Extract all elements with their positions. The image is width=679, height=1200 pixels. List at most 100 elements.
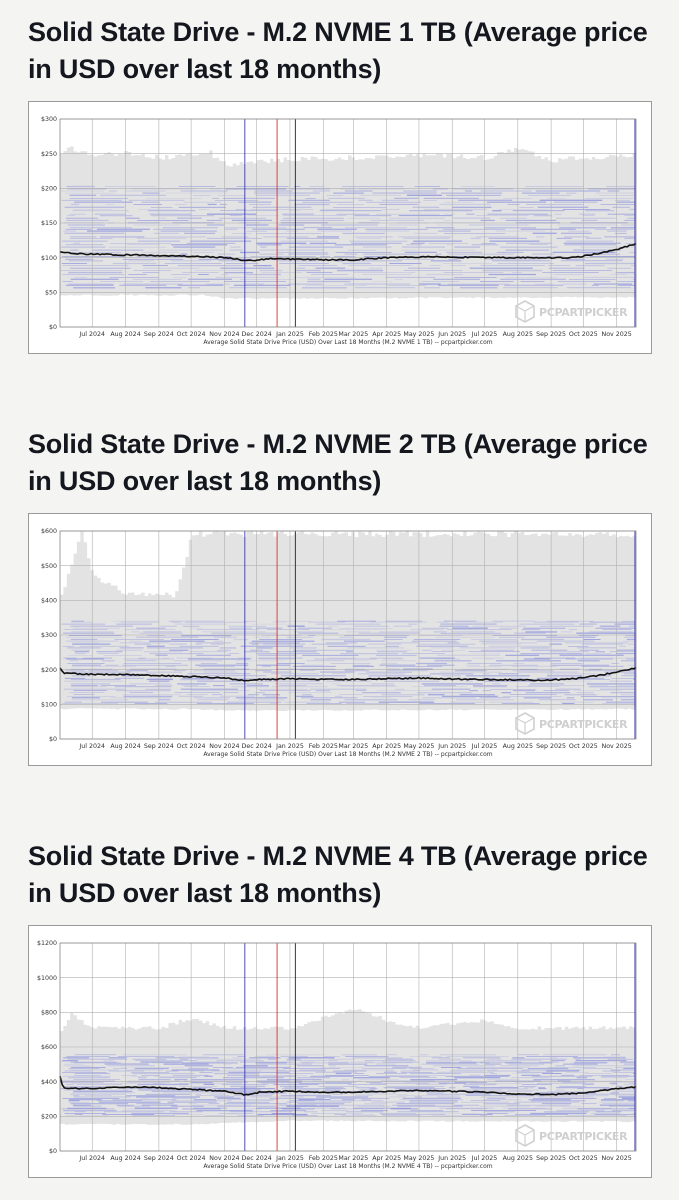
y-tick-label: $0 [49,324,57,331]
price-chart-1tb: PCPARTPICKER $0 $50 $100 $150 $200 $250 $300 Jul… [41,116,637,346]
x-tick-label: Apr 2025 [372,743,401,750]
plot-border [59,942,637,1152]
average-price-line [59,242,637,262]
x-tick-label: Feb 2025 [309,743,338,750]
x-tick-label: Sep 2025 [536,331,566,338]
x-tick-label: Jul 2025 [471,743,498,750]
x-tick-label: Aug 2024 [110,331,140,338]
x-tick-label: Nov 2024 [209,1155,239,1162]
x-tick-label: Jul 2024 [78,743,105,750]
x-tick-label: May 2025 [403,1155,434,1162]
y-tick-label: $300 [41,632,57,639]
logo-cube-edges [515,1129,535,1146]
x-tick-label: May 2025 [403,743,434,750]
price-range-band [60,1009,636,1125]
x-tick-label: Sep 2025 [536,743,566,750]
x-tick-label: Nov 2024 [209,331,239,338]
y-tick-label: $400 [41,1079,57,1086]
price-distribution [60,185,635,289]
y-tick-label: $0 [49,736,57,743]
logo-cube-edges [515,305,535,322]
x-tick-label: Oct 2024 [177,331,206,338]
x-tick-label: Jul 2024 [78,1155,105,1162]
x-tick-label: Feb 2025 [309,331,338,338]
x-tick-label: Apr 2025 [372,1155,401,1162]
x-tick-label: Oct 2025 [569,743,598,750]
x-tick-label: Mar 2025 [338,331,368,338]
price-chart-2tb: PCPARTPICKER $0 $100 $200 $300 $400 $500 $600 Ju… [41,528,637,758]
x-tick-label: Oct 2024 [177,743,206,750]
x-tick-label: Sep 2024 [144,331,174,338]
average-price-line [59,666,637,682]
x-tick-label: Oct 2025 [569,331,598,338]
logo-text: PCPARTPICKER [539,1130,628,1143]
pcpartpicker-logo: PCPARTPICKER [515,1124,628,1147]
x-tick-label: Dec 2024 [242,743,272,750]
y-tick-label: $1000 [37,975,57,982]
y-tick-label: $200 [41,186,57,193]
y-tick-label: $150 [41,220,57,227]
x-tick-label: Feb 2025 [309,1155,338,1162]
x-tick-label: Aug 2025 [503,1155,533,1162]
x-tick-label: Jun 2025 [437,743,466,750]
y-tick-label: $250 [41,151,57,158]
y-tick-label: $200 [41,1114,57,1121]
plot-border [59,118,637,328]
chart-section-2tb: Solid State Drive - M.2 NVME 2 TB (Avera… [0,426,679,766]
x-tick-label: Nov 2024 [209,743,239,750]
y-tick-label: $200 [41,667,57,674]
section-title: Solid State Drive - M.2 NVME 2 TB (Avera… [28,429,648,496]
price-distribution [61,620,635,705]
x-tick-label: Mar 2025 [338,743,368,750]
x-tick-label: Sep 2024 [144,1155,174,1162]
x-tick-label: Jul 2024 [78,331,105,338]
x-tick-label: Oct 2024 [177,1155,206,1162]
x-tick-label: Jan 2025 [275,743,304,750]
x-tick-label: Nov 2025 [601,743,631,750]
x-tick-label: Oct 2025 [569,1155,598,1162]
x-tick-label: Jan 2025 [275,1155,304,1162]
chart-section-1tb: Solid State Drive - M.2 NVME 1 TB (Avera… [0,14,679,354]
y-tick-label: $300 [41,116,57,123]
y-tick-label: $1200 [37,940,57,947]
x-tick-label: Nov 2025 [601,1155,631,1162]
x-tick-label: Dec 2024 [242,1155,272,1162]
chart-section-4tb: Solid State Drive - M.2 NVME 4 TB (Avera… [0,838,679,1178]
x-tick-label: May 2025 [403,331,434,338]
y-tick-label: $400 [41,598,57,605]
x-tick-label: Dec 2024 [242,331,272,338]
plot-border [59,530,637,740]
y-tick-label: $0 [49,1148,57,1155]
x-tick-label: Aug 2024 [110,743,140,750]
chart-caption: Average Solid State Drive Price (USD) Ov… [203,751,492,758]
x-tick-label: Aug 2025 [503,331,533,338]
y-tick-label: $500 [41,563,57,570]
section-title: Solid State Drive - M.2 NVME 1 TB (Avera… [28,17,648,84]
y-tick-label: $800 [41,1010,57,1017]
pcpartpicker-logo: PCPARTPICKER [515,712,628,735]
logo-text: PCPARTPICKER [539,306,628,319]
x-tick-label: Jan 2025 [275,331,304,338]
y-tick-label: $100 [41,255,57,262]
x-tick-label: Apr 2025 [372,331,401,338]
x-tick-label: Nov 2025 [601,331,631,338]
x-tick-label: Mar 2025 [338,1155,368,1162]
price-range-band [60,531,636,711]
x-tick-label: Aug 2024 [110,1155,140,1162]
chart-caption: Average Solid State Drive Price (USD) Ov… [203,339,492,346]
x-tick-label: Sep 2025 [536,1155,566,1162]
price-chart-frame: PCPARTPICKER $0 $50 $100 $150 $200 $250 $300 Jul… [28,101,652,354]
price-chart-frame: PCPARTPICKER $0 $200 $400 $600 $800 $1000 $1200… [28,925,652,1178]
x-tick-label: Jun 2025 [437,1155,466,1162]
y-tick-label: $600 [41,1044,57,1051]
price-chart-frame: PCPARTPICKER $0 $100 $200 $300 $400 $500 $600 Ju… [28,513,652,766]
average-price-line [59,1075,637,1096]
y-tick-label: $50 [45,290,57,297]
logo-text: PCPARTPICKER [539,718,628,731]
logo-cube-edges [515,717,535,734]
price-distribution [60,1054,635,1117]
chart-caption: Average Solid State Drive Price (USD) Ov… [203,1163,492,1170]
y-tick-label: $100 [41,702,57,709]
x-tick-label: Aug 2025 [503,743,533,750]
